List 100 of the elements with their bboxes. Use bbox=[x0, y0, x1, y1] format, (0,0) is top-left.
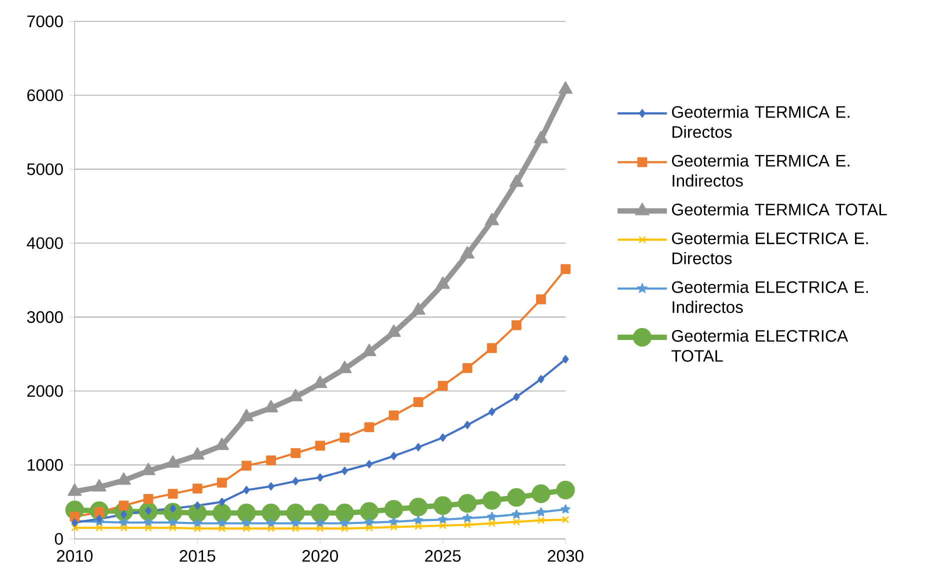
point bbox=[70, 512, 80, 522]
point bbox=[316, 524, 324, 532]
point bbox=[168, 518, 178, 527]
legend-label: Geotermia ELECTRICA TOTAL bbox=[672, 329, 848, 362]
point bbox=[388, 410, 399, 420]
point bbox=[266, 518, 276, 528]
point bbox=[192, 484, 202, 494]
point bbox=[96, 514, 103, 523]
point bbox=[390, 523, 398, 531]
point bbox=[242, 524, 250, 532]
point bbox=[389, 516, 398, 526]
point bbox=[366, 460, 372, 468]
y-tick-label: 2000 bbox=[27, 385, 63, 397]
point bbox=[408, 498, 428, 516]
legend-label: Geotermia TERMICA TOTAL bbox=[672, 203, 887, 216]
point bbox=[560, 504, 570, 514]
point bbox=[436, 276, 450, 289]
point bbox=[386, 324, 401, 337]
point bbox=[194, 524, 202, 532]
point bbox=[488, 520, 496, 527]
point bbox=[218, 498, 226, 506]
point bbox=[390, 452, 398, 460]
point bbox=[537, 516, 545, 524]
point bbox=[96, 524, 103, 532]
point bbox=[335, 504, 354, 522]
y-tick-label: 1000 bbox=[28, 458, 63, 471]
point bbox=[266, 455, 276, 466]
point bbox=[362, 344, 376, 356]
point bbox=[242, 460, 252, 471]
point bbox=[438, 380, 448, 391]
y-tick-label: 5000 bbox=[27, 163, 63, 176]
point bbox=[484, 212, 499, 226]
point bbox=[144, 524, 152, 532]
point bbox=[558, 81, 573, 94]
point bbox=[190, 447, 204, 460]
point bbox=[414, 515, 424, 524]
legend-label: Geotermia ELECTRICA E. Directos bbox=[672, 232, 868, 264]
legend-label: Geotermia TERMICA E. Indirectos bbox=[672, 154, 850, 187]
point bbox=[243, 486, 250, 494]
point bbox=[120, 524, 128, 532]
point bbox=[268, 482, 274, 490]
y-tick-label: 7000 bbox=[27, 15, 63, 28]
point bbox=[413, 397, 424, 407]
point bbox=[313, 376, 328, 388]
legend-label: Geotermia TERMICA E. Directos bbox=[672, 106, 850, 138]
point bbox=[536, 507, 546, 516]
point bbox=[415, 442, 422, 452]
point bbox=[486, 343, 497, 353]
point bbox=[341, 466, 348, 475]
point bbox=[360, 502, 379, 521]
point bbox=[290, 448, 301, 458]
point bbox=[509, 174, 524, 187]
point bbox=[118, 500, 129, 510]
point bbox=[534, 130, 548, 144]
point bbox=[242, 518, 252, 528]
point bbox=[340, 524, 348, 532]
point bbox=[562, 354, 569, 364]
point bbox=[433, 496, 452, 515]
point bbox=[292, 524, 300, 532]
point bbox=[144, 518, 154, 527]
point bbox=[217, 478, 227, 488]
point bbox=[316, 473, 324, 482]
point bbox=[340, 518, 350, 528]
point bbox=[315, 518, 325, 528]
point bbox=[169, 524, 177, 532]
point bbox=[487, 512, 497, 521]
point bbox=[71, 524, 78, 532]
point bbox=[286, 504, 305, 522]
point bbox=[438, 514, 448, 524]
x-tick-label: 2015 bbox=[180, 550, 216, 562]
point bbox=[512, 320, 522, 330]
y-tick-label: 6000 bbox=[27, 89, 63, 102]
point bbox=[237, 504, 256, 522]
y-tick-label: 4000 bbox=[26, 237, 63, 249]
point bbox=[556, 480, 575, 500]
point bbox=[536, 294, 546, 304]
point bbox=[560, 264, 570, 274]
point bbox=[482, 490, 502, 510]
legend-label: Geotermia ELECTRICA E. Indirectos bbox=[672, 280, 868, 313]
point bbox=[292, 476, 299, 486]
point bbox=[460, 246, 474, 258]
x-tick-label: 2020 bbox=[302, 550, 338, 562]
point bbox=[458, 494, 477, 513]
y-tick-label: 0 bbox=[54, 532, 63, 545]
point bbox=[414, 522, 422, 530]
point bbox=[267, 524, 275, 532]
point bbox=[194, 501, 201, 510]
point bbox=[411, 302, 426, 315]
point bbox=[462, 513, 472, 522]
point bbox=[512, 509, 522, 518]
point bbox=[439, 522, 447, 530]
point bbox=[212, 504, 232, 522]
point bbox=[513, 392, 520, 401]
point bbox=[310, 504, 330, 522]
point bbox=[340, 432, 350, 442]
point bbox=[143, 494, 154, 504]
point bbox=[462, 363, 472, 373]
x-tick-label: 2025 bbox=[425, 550, 461, 562]
point bbox=[364, 518, 374, 527]
point bbox=[507, 488, 526, 507]
